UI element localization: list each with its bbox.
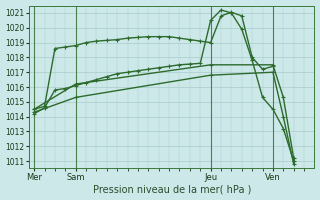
X-axis label: Pression niveau de la mer( hPa ): Pression niveau de la mer( hPa ) (92, 184, 251, 194)
